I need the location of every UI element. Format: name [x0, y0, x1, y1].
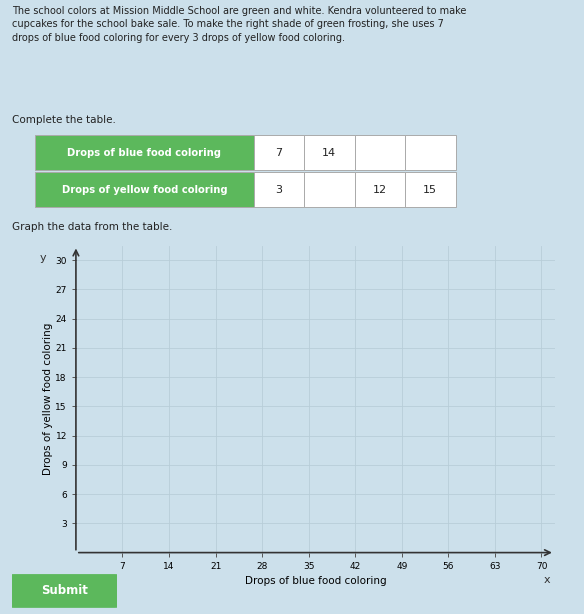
X-axis label: Drops of blue food coloring: Drops of blue food coloring [245, 576, 386, 586]
Text: Drops of blue food coloring: Drops of blue food coloring [67, 148, 221, 158]
Text: The school colors at Mission Middle School are green and white. Kendra volunteer: The school colors at Mission Middle Scho… [12, 6, 466, 42]
Y-axis label: Drops of yellow food coloring: Drops of yellow food coloring [43, 323, 53, 475]
FancyBboxPatch shape [354, 135, 405, 171]
Text: 3: 3 [276, 185, 283, 195]
FancyBboxPatch shape [35, 135, 253, 171]
FancyBboxPatch shape [304, 172, 354, 208]
Text: x: x [543, 575, 550, 585]
FancyBboxPatch shape [9, 574, 120, 608]
Text: Submit: Submit [41, 585, 88, 597]
Text: 14: 14 [322, 148, 336, 158]
FancyBboxPatch shape [304, 135, 354, 171]
FancyBboxPatch shape [253, 172, 304, 208]
Text: 12: 12 [373, 185, 387, 195]
Text: 7: 7 [275, 148, 283, 158]
FancyBboxPatch shape [253, 135, 304, 171]
FancyBboxPatch shape [35, 172, 253, 208]
FancyBboxPatch shape [354, 172, 405, 208]
Text: Graph the data from the table.: Graph the data from the table. [12, 222, 172, 232]
Text: 15: 15 [423, 185, 437, 195]
Text: y: y [39, 254, 46, 263]
Text: Drops of yellow food coloring: Drops of yellow food coloring [61, 185, 227, 195]
Text: Complete the table.: Complete the table. [12, 115, 116, 125]
FancyBboxPatch shape [405, 135, 456, 171]
FancyBboxPatch shape [405, 172, 456, 208]
